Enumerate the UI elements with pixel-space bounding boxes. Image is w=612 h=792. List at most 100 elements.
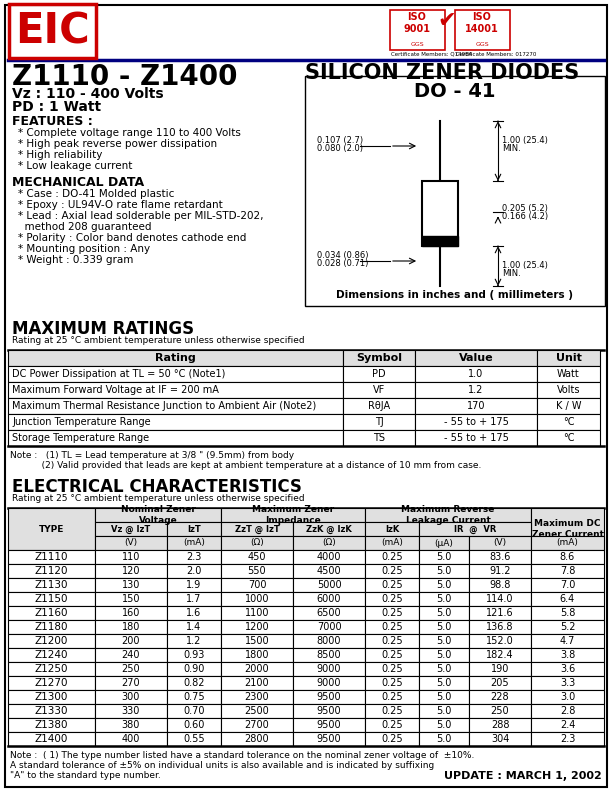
Text: * Weight : 0.339 gram: * Weight : 0.339 gram <box>18 255 133 265</box>
Text: * High peak reverse power dissipation: * High peak reverse power dissipation <box>18 139 217 149</box>
Text: Z1180: Z1180 <box>35 622 69 632</box>
Text: 3.0: 3.0 <box>560 692 575 702</box>
Bar <box>293 690 365 704</box>
Bar <box>95 732 167 746</box>
Text: (V): (V) <box>493 539 507 547</box>
Text: 0.205 (5.2): 0.205 (5.2) <box>502 204 548 212</box>
Bar <box>531 606 604 620</box>
Bar <box>531 732 604 746</box>
Text: (2) Valid provided that leads are kept at ambient temperature at a distance of 1: (2) Valid provided that leads are kept a… <box>10 461 482 470</box>
Bar <box>167 606 221 620</box>
Bar <box>221 508 365 522</box>
Bar <box>469 662 531 676</box>
Text: Z1300: Z1300 <box>35 692 68 702</box>
Bar <box>8 430 343 446</box>
Text: Unit: Unit <box>556 353 581 363</box>
Text: PD: PD <box>372 369 386 379</box>
Text: Maximum Thermal Resistance Junction to Ambient Air (Note2): Maximum Thermal Resistance Junction to A… <box>12 401 316 411</box>
Text: Z1380: Z1380 <box>35 720 69 730</box>
Text: * Case : DO-41 Molded plastic: * Case : DO-41 Molded plastic <box>18 189 174 199</box>
Bar <box>8 508 95 550</box>
Bar <box>293 634 365 648</box>
Text: Z1270: Z1270 <box>35 678 69 688</box>
Bar <box>167 704 221 718</box>
Bar <box>531 634 604 648</box>
Bar <box>537 430 600 446</box>
Text: 9000: 9000 <box>317 664 341 674</box>
Text: * Complete voltage range 110 to 400 Volts: * Complete voltage range 110 to 400 Volt… <box>18 128 241 138</box>
Text: Vz @ IzT: Vz @ IzT <box>111 524 151 534</box>
Bar <box>95 550 167 564</box>
Bar <box>8 550 95 564</box>
Text: Z1110 - Z1400: Z1110 - Z1400 <box>12 63 237 91</box>
Text: 300: 300 <box>122 692 140 702</box>
Text: 0.080 (2.0): 0.080 (2.0) <box>317 144 363 153</box>
Bar <box>95 676 167 690</box>
Bar <box>221 690 293 704</box>
Bar <box>469 578 531 592</box>
Text: 114.0: 114.0 <box>487 594 513 604</box>
Text: Value: Value <box>458 353 493 363</box>
Bar <box>419 592 469 606</box>
Bar <box>365 704 419 718</box>
Bar <box>95 620 167 634</box>
Bar <box>95 662 167 676</box>
Bar <box>8 592 95 606</box>
Text: 5.0: 5.0 <box>436 664 452 674</box>
Text: 2500: 2500 <box>245 706 269 716</box>
Text: 0.034 (0.86): 0.034 (0.86) <box>317 251 368 260</box>
Text: 0.25: 0.25 <box>381 664 403 674</box>
Bar <box>365 718 419 732</box>
Bar <box>221 718 293 732</box>
Bar <box>365 522 419 536</box>
Text: ISO
9001: ISO 9001 <box>403 12 430 33</box>
Text: Maximum Forward Voltage at IF = 200 mA: Maximum Forward Voltage at IF = 200 mA <box>12 385 219 395</box>
Text: Z1240: Z1240 <box>35 650 69 660</box>
Bar <box>221 564 293 578</box>
Bar <box>469 690 531 704</box>
Text: 3.6: 3.6 <box>560 664 575 674</box>
Bar <box>419 606 469 620</box>
Text: 5.8: 5.8 <box>560 608 575 618</box>
Bar <box>8 634 95 648</box>
Bar <box>293 536 365 550</box>
Bar <box>95 718 167 732</box>
Bar <box>365 592 419 606</box>
Bar <box>531 592 604 606</box>
Text: 5.0: 5.0 <box>436 650 452 660</box>
Bar <box>365 690 419 704</box>
Text: VF: VF <box>373 385 385 395</box>
Bar <box>415 350 537 366</box>
Bar <box>221 522 293 536</box>
Text: 5.0: 5.0 <box>436 580 452 590</box>
Bar <box>419 662 469 676</box>
Text: Z1330: Z1330 <box>35 706 69 716</box>
Text: Vz : 110 - 400 Volts: Vz : 110 - 400 Volts <box>12 87 163 101</box>
Bar <box>469 648 531 662</box>
Bar <box>419 578 469 592</box>
Text: 1100: 1100 <box>245 608 269 618</box>
Text: 0.25: 0.25 <box>381 566 403 576</box>
Text: 0.25: 0.25 <box>381 734 403 744</box>
Text: 150: 150 <box>122 594 140 604</box>
Text: 0.107 (2.7): 0.107 (2.7) <box>317 136 363 145</box>
Text: 120: 120 <box>122 566 140 576</box>
Text: * High reliability: * High reliability <box>18 150 102 160</box>
Bar <box>365 536 419 550</box>
Text: Z1130: Z1130 <box>35 580 69 590</box>
Bar <box>167 662 221 676</box>
Text: 0.90: 0.90 <box>184 664 204 674</box>
Bar <box>469 550 531 564</box>
Text: * Mounting position : Any: * Mounting position : Any <box>18 244 150 254</box>
Text: TJ: TJ <box>375 417 383 427</box>
Text: 2.4: 2.4 <box>560 720 575 730</box>
Text: 0.25: 0.25 <box>381 636 403 646</box>
Text: 6000: 6000 <box>317 594 341 604</box>
Text: * Low leakage current: * Low leakage current <box>18 161 132 171</box>
Bar <box>343 414 415 430</box>
Text: 6.4: 6.4 <box>560 594 575 604</box>
Bar <box>365 676 419 690</box>
Bar <box>167 564 221 578</box>
Text: "A" to the standard type number.: "A" to the standard type number. <box>10 771 161 780</box>
Text: 0.60: 0.60 <box>184 720 204 730</box>
